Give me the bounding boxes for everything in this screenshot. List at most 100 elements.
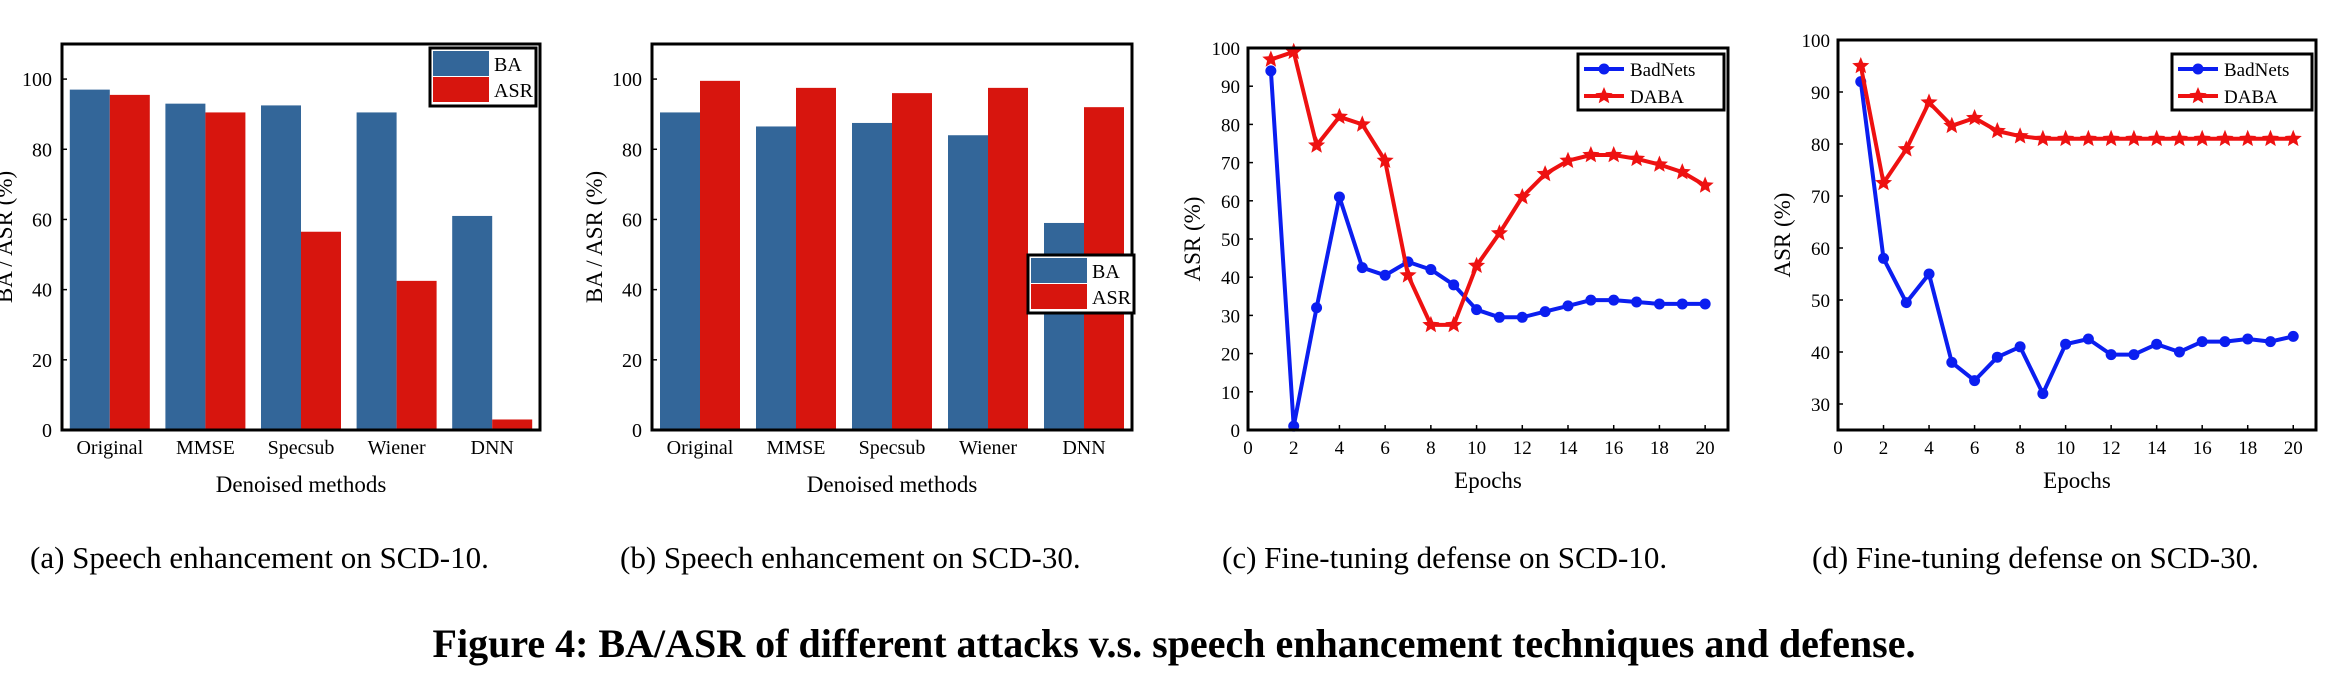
point-daba [2193,129,2211,147]
point-badnets [1425,264,1437,276]
point-daba [2034,129,2052,147]
point-badnets [1585,294,1597,306]
y-tick-label: 40 [622,280,642,302]
point-daba [2170,129,2188,147]
y-tick-label: 40 [32,280,52,302]
y-tick-label: 100 [1802,31,1831,52]
point-daba [2079,129,2097,147]
x-tick-label: 6 [1380,438,1390,459]
point-badnets [1562,300,1574,312]
y-tick-label: 80 [1221,115,1240,136]
point-daba [1468,256,1486,273]
legend-label-badnets: BadNets [2224,60,2289,81]
point-badnets [1493,311,1505,323]
point-daba [1308,136,1326,153]
point-badnets [2060,338,2072,350]
x-tick-label: 16 [1604,438,1623,459]
y-tick-label: 40 [1221,268,1240,289]
plot-frame [1836,38,2318,432]
y-tick-label: 70 [1811,187,1830,208]
y-tick-label: 20 [1221,345,1240,366]
line-chart-scd10: 0 2 4 6 8 10 12 14 16 18 20 0 10 20 30 40 50 60 70 80 90 100 E… [1180,39,1730,493]
y-axis-label: ASR (%) [1770,193,1795,278]
point-daba [1559,151,1577,168]
x-axis-label: Denoised methods [807,472,978,497]
x-tick-label: Original [76,437,143,459]
point-daba [1605,146,1623,163]
point-daba [1943,116,1961,134]
legend-label-daba: DABA [2224,87,2278,108]
point-badnets [1676,298,1688,310]
point-daba [1875,174,1893,191]
y-tick-label: 100 [22,69,52,91]
x-tick-label: 8 [1426,438,1436,459]
point-daba [2148,129,2166,147]
x-axis-label: Epochs [2043,468,2111,493]
point-badnets [2128,349,2140,361]
point-badnets [1699,298,1711,310]
point-badnets [1265,65,1277,77]
point-badnets [1379,269,1391,281]
point-badnets [2105,349,2117,361]
caption-a: (a) Speech enhancement on SCD-10. [30,540,489,575]
x-tick-label: 2 [1879,438,1889,459]
x-axis-label: Denoised methods [216,472,387,497]
x-tick-label: 14 [1559,438,1579,459]
y-tick-label: 60 [622,209,642,231]
bar-asr-mmse [796,87,836,430]
x-tick-label: 14 [2147,438,2167,459]
point-badnets [1448,279,1460,291]
point-badnets [1608,294,1620,306]
point-daba [2239,129,2257,147]
point-badnets [2196,336,2208,348]
point-badnets [1923,268,1935,280]
point-badnets [2173,346,2185,358]
point-badnets [1991,351,2003,363]
point-badnets [1969,375,1981,387]
y-axis-label: BA / ASR (%) [0,171,17,303]
bar-ba-mmse [165,103,206,431]
point-daba [1353,115,1371,132]
point-daba [1330,107,1348,124]
point-badnets [2082,333,2094,345]
y-tick-label: 80 [622,139,642,161]
point-daba [1920,93,1938,110]
legend-marker-badnets [2192,63,2204,75]
bar-ba-specsub [261,105,301,430]
point-badnets [2287,330,2299,342]
point-daba [1445,315,1463,333]
x-tick-label: Original [667,437,734,459]
x-tick-label: 20 [1696,438,1715,459]
point-badnets [1516,311,1528,323]
x-tick-label: 18 [1650,438,1669,459]
legend-swatch-ba [1031,258,1087,283]
y-tick-label: 90 [1221,77,1240,98]
point-daba [1696,176,1714,193]
point-daba [2125,129,2143,147]
bar-asr-wiener [988,87,1028,430]
x-tick-label: 0 [1243,438,1253,459]
point-badnets [1900,297,1912,309]
caption-c: (c) Fine-tuning defense on SCD-10. [1222,540,1668,575]
bar-ba-specsub [852,122,892,431]
bar-chart-scd10: Original MMSE Specsub Wiener DNN 0 20 40 60 80 100… [0,42,542,497]
y-tick-label: 60 [1811,239,1830,260]
point-daba [2102,129,2120,147]
point-badnets [1311,302,1323,314]
x-axis-label: Epochs [1454,468,1522,493]
bar-ba-wiener [356,112,397,430]
bar-ba-original [69,89,110,431]
point-daba [1422,315,1440,333]
y-tick-label: 0 [1231,421,1241,442]
point-badnets [1946,356,1958,368]
x-tick-label: 0 [1833,438,1843,459]
x-tick-label: Wiener [368,437,426,459]
x-tick-label: 10 [1467,438,1486,459]
point-daba [1988,122,2006,139]
point-daba [2216,129,2234,147]
point-badnets [1631,296,1643,308]
legend-label-asr: ASR [494,80,534,102]
point-daba [1490,224,1508,241]
bar-ba-wiener [948,135,988,430]
legend-label-asr: ASR [1092,287,1132,309]
